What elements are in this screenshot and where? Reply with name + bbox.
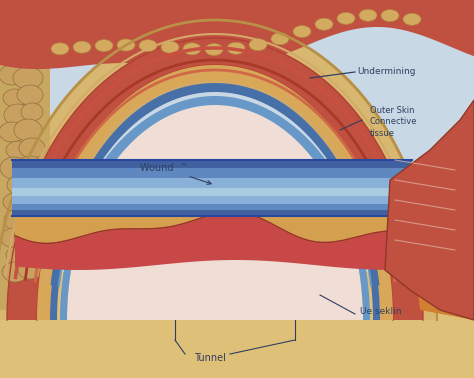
Ellipse shape xyxy=(293,26,311,37)
Ellipse shape xyxy=(403,13,421,25)
Text: Outer Skin
Connective
tissue: Outer Skin Connective tissue xyxy=(370,106,418,138)
Bar xyxy=(12,196,412,204)
Ellipse shape xyxy=(183,43,201,55)
Ellipse shape xyxy=(6,246,30,264)
Ellipse shape xyxy=(18,261,42,279)
Text: Undermining: Undermining xyxy=(357,67,416,76)
Ellipse shape xyxy=(15,190,41,210)
Ellipse shape xyxy=(117,39,135,51)
Ellipse shape xyxy=(2,262,28,282)
Ellipse shape xyxy=(7,175,33,195)
Ellipse shape xyxy=(3,193,27,211)
Ellipse shape xyxy=(14,119,42,141)
Ellipse shape xyxy=(6,141,30,159)
Text: Wound  ^: Wound ^ xyxy=(140,163,211,184)
Ellipse shape xyxy=(73,41,91,53)
Polygon shape xyxy=(0,40,50,310)
Bar xyxy=(12,210,412,216)
Ellipse shape xyxy=(0,122,25,142)
Text: Tunnel: Tunnel xyxy=(194,353,226,363)
Ellipse shape xyxy=(337,12,355,25)
Ellipse shape xyxy=(13,67,43,89)
Bar xyxy=(12,188,412,196)
Ellipse shape xyxy=(19,138,45,158)
Bar xyxy=(12,160,412,168)
Polygon shape xyxy=(7,38,423,320)
Ellipse shape xyxy=(95,40,113,52)
Bar xyxy=(12,204,412,210)
Ellipse shape xyxy=(315,18,333,30)
Ellipse shape xyxy=(14,225,42,247)
Polygon shape xyxy=(385,100,474,320)
Ellipse shape xyxy=(359,9,377,21)
Ellipse shape xyxy=(3,89,27,107)
Ellipse shape xyxy=(205,43,223,56)
Polygon shape xyxy=(410,200,474,320)
Ellipse shape xyxy=(19,242,45,262)
Ellipse shape xyxy=(139,40,157,52)
Polygon shape xyxy=(37,65,393,320)
Ellipse shape xyxy=(1,228,27,248)
Ellipse shape xyxy=(18,156,42,174)
Ellipse shape xyxy=(0,157,28,179)
Ellipse shape xyxy=(4,209,32,231)
Ellipse shape xyxy=(51,43,69,55)
Text: Ue seklin: Ue seklin xyxy=(360,307,401,316)
Ellipse shape xyxy=(20,171,48,193)
Ellipse shape xyxy=(4,44,32,66)
Ellipse shape xyxy=(4,104,32,126)
Ellipse shape xyxy=(20,51,44,69)
Polygon shape xyxy=(50,82,380,320)
Polygon shape xyxy=(60,96,370,320)
Ellipse shape xyxy=(17,85,43,105)
Ellipse shape xyxy=(381,9,399,22)
Bar xyxy=(12,168,412,178)
Ellipse shape xyxy=(21,103,43,121)
Bar xyxy=(12,178,412,188)
Polygon shape xyxy=(0,268,474,378)
Ellipse shape xyxy=(161,41,179,53)
Ellipse shape xyxy=(227,42,245,54)
Ellipse shape xyxy=(249,39,267,51)
Ellipse shape xyxy=(21,209,43,227)
Ellipse shape xyxy=(271,33,289,45)
Polygon shape xyxy=(0,20,437,320)
Ellipse shape xyxy=(0,65,25,85)
Polygon shape xyxy=(67,105,363,320)
